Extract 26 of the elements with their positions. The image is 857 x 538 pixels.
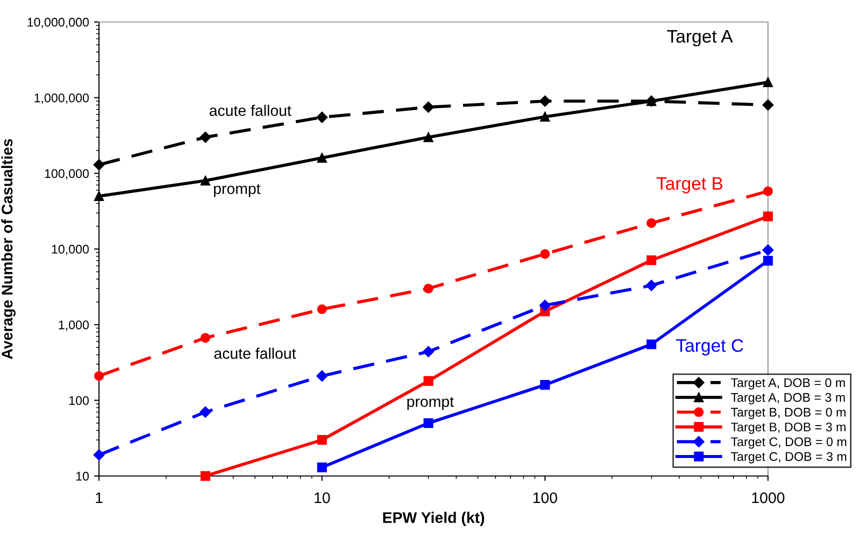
y-tick-label: 1,000 — [58, 320, 89, 331]
annotation: Target B — [656, 177, 722, 194]
annotation: prompt — [214, 184, 260, 198]
y-tick-label: 100 — [69, 396, 89, 405]
legend-label: Target B, DOB = 0 m — [730, 408, 846, 420]
legend-label: Target C, DOB = 0 m — [730, 437, 846, 449]
x-tick-label: 100 — [533, 492, 558, 504]
x-tick-label: 10 — [314, 492, 330, 504]
annotation: acute fallout — [214, 348, 296, 359]
y-tick-label: 10,000,000 — [28, 18, 89, 28]
annotation: prompt — [407, 396, 454, 410]
x-tick-label: 1 — [96, 492, 103, 504]
legend-label: Target A, DOB = 0 m — [730, 378, 845, 390]
x-axis-title: EPW Yield (kt) — [383, 512, 484, 526]
annotation: Target C — [676, 339, 744, 356]
annotation: Target A — [667, 30, 733, 46]
y-tick-label: 10 — [76, 472, 89, 481]
legend-label: Target C, DOB = 3 m — [730, 452, 846, 464]
y-tick-label: 100,000 — [45, 169, 89, 180]
x-tick-label: 1000 — [752, 492, 784, 504]
annotation: acute fallout — [210, 104, 292, 116]
y-axis-title: Average Number of Casualties — [1, 139, 16, 360]
y-tick-label: 1,000,000 — [34, 93, 89, 104]
y-tick-label: 10,000 — [52, 244, 89, 256]
legend-label: Target B, DOB = 3 m — [730, 422, 846, 434]
legend-label: Target A, DOB = 3 m — [730, 393, 845, 404]
